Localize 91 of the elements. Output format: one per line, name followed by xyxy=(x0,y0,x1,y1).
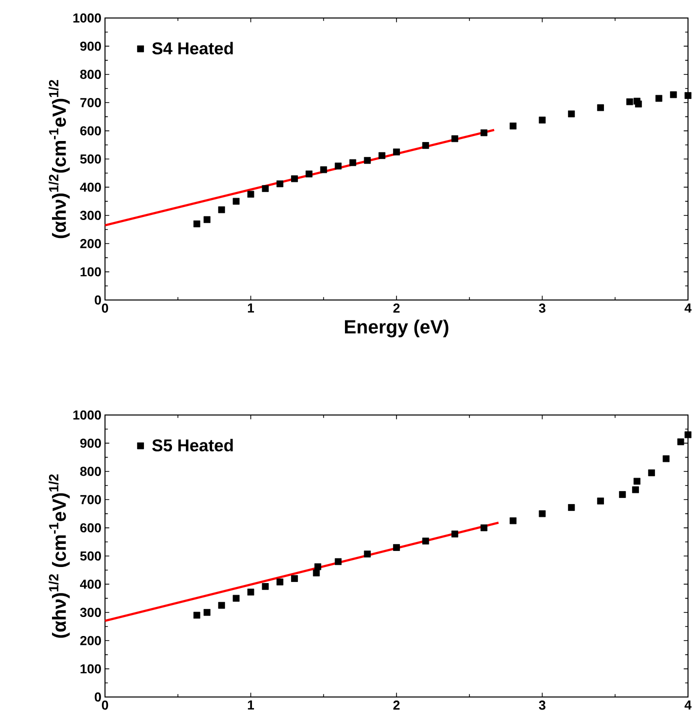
point xyxy=(626,98,634,106)
point xyxy=(291,575,298,582)
y-tick-label: 400 xyxy=(80,580,101,589)
point xyxy=(538,510,546,518)
point xyxy=(364,550,371,558)
point xyxy=(568,110,575,118)
point xyxy=(597,104,604,112)
point xyxy=(320,166,328,174)
point xyxy=(204,216,210,224)
x-axis-title: Energy (eV) xyxy=(344,320,448,338)
point xyxy=(247,588,254,596)
point xyxy=(193,612,200,619)
point xyxy=(291,175,298,182)
point xyxy=(232,594,240,602)
point xyxy=(662,455,670,462)
point xyxy=(232,198,240,205)
point xyxy=(312,570,320,576)
point xyxy=(597,498,604,504)
point xyxy=(247,190,254,198)
y-tick-label: 1000 xyxy=(73,410,101,420)
point xyxy=(422,142,430,149)
x-tick-label: 1 xyxy=(248,304,254,312)
x-tick-label: 0 xyxy=(102,304,108,313)
y-tick-label: 700 xyxy=(80,494,101,504)
y-tick-label: 500 xyxy=(80,154,101,164)
y-tick-label: 1000 xyxy=(73,13,101,23)
point xyxy=(670,91,677,98)
y-axis-title: (αhν)$^{1/2}$(cm$^{-1}$eV)$^{1/2}$ xyxy=(48,80,70,238)
x-tick-label: 1 xyxy=(248,700,254,710)
y-tick-label: 600 xyxy=(80,126,101,136)
point xyxy=(634,478,640,485)
point xyxy=(349,159,356,166)
point xyxy=(393,148,400,156)
x-tick-label: 2 xyxy=(393,700,400,710)
point xyxy=(276,180,284,188)
point xyxy=(306,170,312,178)
point xyxy=(451,135,458,142)
point xyxy=(684,92,692,99)
point xyxy=(635,100,642,108)
point xyxy=(684,431,692,438)
point xyxy=(510,517,516,524)
y-tick-label: 500 xyxy=(80,551,101,561)
point xyxy=(218,602,225,609)
y-axis-title: (αhν)$^{1/2}$ (cm$^{-1}$eV)$^{1/2}$ xyxy=(48,474,70,638)
point xyxy=(314,563,322,570)
x-tick-label: 4 xyxy=(684,304,692,312)
y-tick-label: 700 xyxy=(80,98,101,108)
point xyxy=(632,486,639,494)
point xyxy=(619,491,626,498)
point xyxy=(422,538,430,544)
y-tick-label: 800 xyxy=(80,70,101,79)
point xyxy=(378,152,386,160)
point xyxy=(393,544,400,551)
y-tick-label: 300 xyxy=(80,210,101,220)
point xyxy=(204,609,210,616)
x-tick-label: 3 xyxy=(538,304,546,313)
point xyxy=(262,185,269,192)
y-tick-label: 0 xyxy=(94,692,101,702)
y-tick-label: 400 xyxy=(80,182,101,192)
y-tick-label: 600 xyxy=(80,523,101,532)
point xyxy=(480,524,488,532)
x-tick-label: 0 xyxy=(102,700,108,710)
y-tick-label: 0 xyxy=(94,295,101,305)
point xyxy=(451,530,458,538)
point xyxy=(193,220,200,228)
point xyxy=(510,122,516,130)
point xyxy=(568,504,575,511)
point xyxy=(334,162,342,170)
legend-label: S4 Heated xyxy=(152,42,233,54)
point xyxy=(480,129,488,136)
x-tick-label: 4 xyxy=(684,700,692,710)
x-tick-label: 2 xyxy=(393,304,400,313)
y-tick-label: 900 xyxy=(80,438,101,448)
point xyxy=(648,469,655,476)
point xyxy=(677,438,684,446)
legend-label: S5 Heated xyxy=(152,438,233,452)
point xyxy=(218,206,225,214)
point xyxy=(364,157,371,164)
y-tick-label: 100 xyxy=(80,664,101,674)
point xyxy=(538,116,546,124)
point xyxy=(334,558,342,566)
y-tick-label: 800 xyxy=(80,466,101,476)
y-tick-label: 100 xyxy=(80,267,101,276)
point xyxy=(276,578,284,586)
point xyxy=(655,94,662,102)
y-tick-label: 200 xyxy=(80,238,101,248)
y-tick-label: 200 xyxy=(80,636,101,646)
point xyxy=(262,583,269,590)
x-tick-label: 3 xyxy=(538,700,546,710)
y-tick-label: 900 xyxy=(80,42,101,51)
y-tick-label: 300 xyxy=(80,608,101,618)
